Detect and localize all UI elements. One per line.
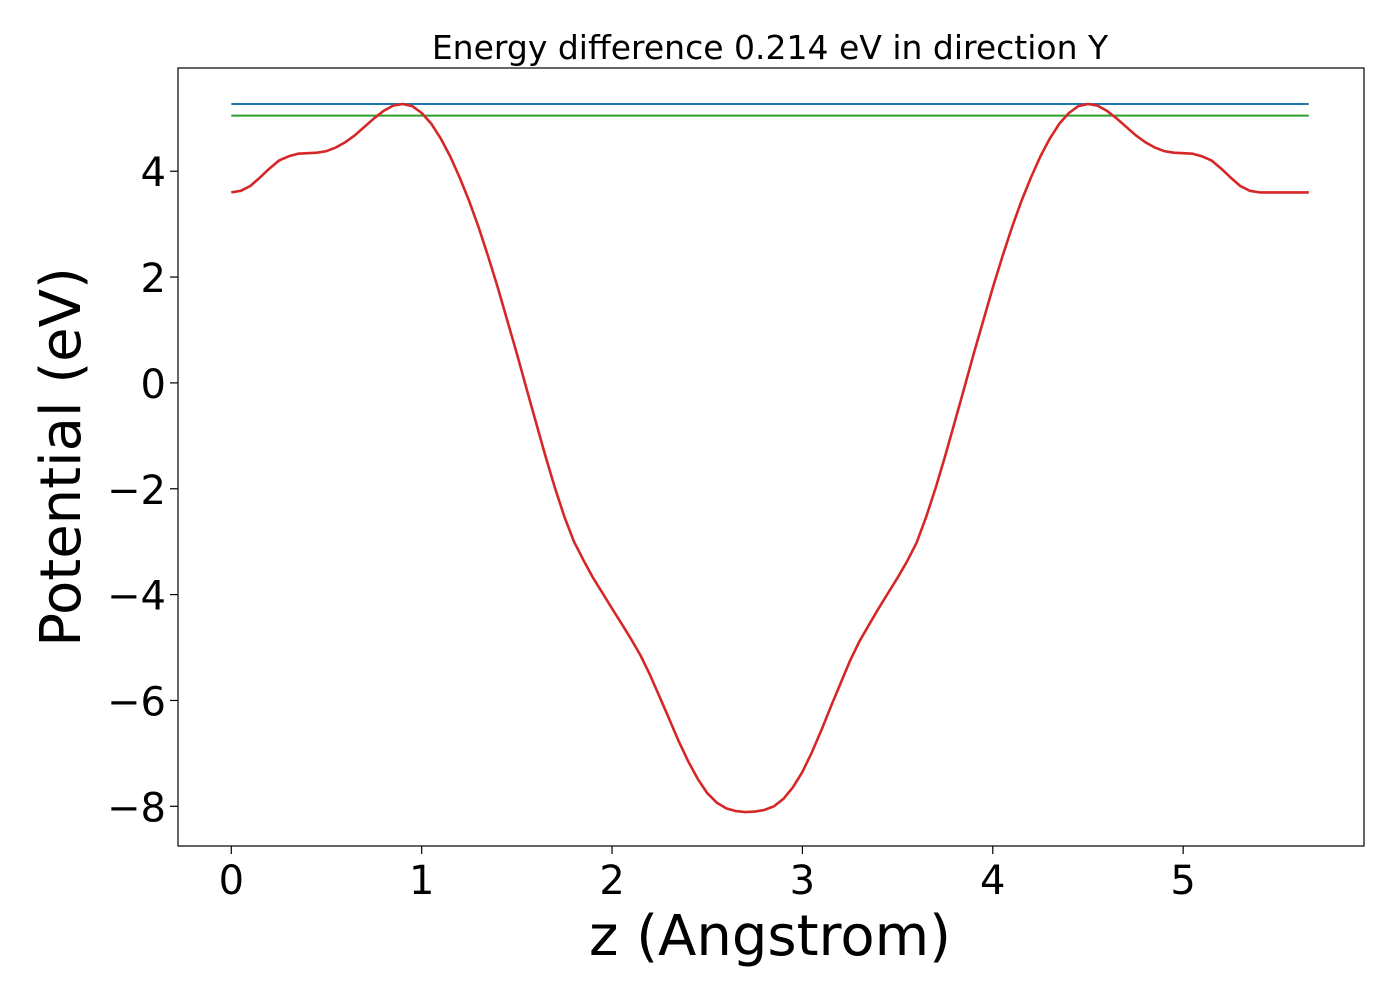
x-tick-label: 2 xyxy=(599,858,624,904)
y-tick-label: 4 xyxy=(141,150,166,196)
y-tick-label: −4 xyxy=(107,574,166,620)
series-line-0 xyxy=(231,102,1309,814)
y-axis-label: Potential (eV) xyxy=(29,267,94,647)
y-tick-label: 2 xyxy=(141,256,166,302)
y-tick-label: −2 xyxy=(107,468,166,514)
plot-frame xyxy=(177,67,1365,847)
y-axis-ticks: 4 2 0 −2 −4 −6 −8 xyxy=(107,150,178,831)
y-tick-label: −8 xyxy=(107,785,166,831)
x-tick-label: 0 xyxy=(219,858,244,904)
y-tick-label: −6 xyxy=(107,679,166,725)
x-tick-label: 5 xyxy=(1170,858,1195,904)
chart-title: Energy difference 0.214 eV in direction … xyxy=(432,28,1109,67)
x-axis-label: z (Angstrom) xyxy=(589,904,951,969)
x-tick-label: 4 xyxy=(980,858,1005,904)
plot-lines xyxy=(231,102,1309,814)
x-axis-ticks: 0 1 2 3 4 5 xyxy=(219,846,1196,904)
x-tick-label: 3 xyxy=(790,858,815,904)
y-tick-label: 0 xyxy=(141,362,166,408)
x-tick-label: 1 xyxy=(409,858,434,904)
